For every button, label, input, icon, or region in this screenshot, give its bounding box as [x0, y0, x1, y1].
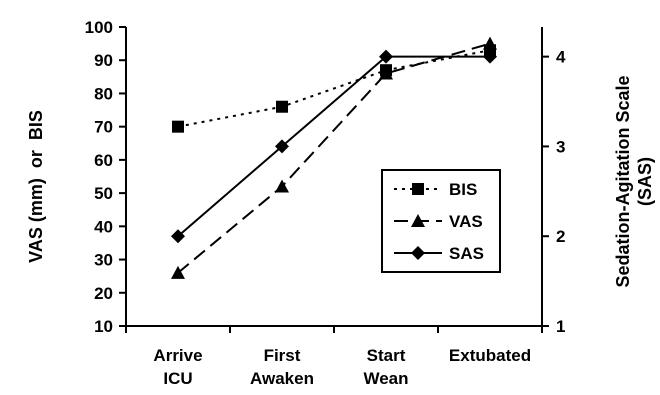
left-tick-label: 90 [94, 51, 113, 70]
legend: BIS VAS SAS [381, 169, 501, 273]
x-tick-label-line: Awaken [250, 369, 314, 388]
x-tick-label: Extubated [449, 346, 531, 365]
right-tick-label: 2 [556, 227, 565, 246]
axes: 10 20 30 40 50 60 70 80 90 100 1 2 3 4 Arrive ICU First A… [26, 18, 655, 388]
y-right-axis-title: Sedation-Agitation Scale (SAS) [613, 75, 655, 287]
legend-marker [412, 183, 424, 195]
legend-marker [411, 214, 425, 227]
x-tick-label-line: Arrive [153, 346, 202, 365]
right-tick-label: 4 [556, 48, 566, 67]
x-tick-label: First Awaken [250, 346, 314, 388]
x-tick-label-line: First [264, 346, 301, 365]
left-tick-label: 80 [94, 84, 113, 103]
y-right-axis-title-line: (SAS) [635, 157, 655, 206]
left-tick-label: 10 [94, 317, 113, 336]
vas-point [483, 36, 497, 50]
bis-point [172, 120, 184, 133]
x-tick-label-line: Extubated [449, 346, 531, 365]
series-vas [171, 36, 497, 279]
x-tick-label: Arrive ICU [153, 346, 202, 388]
right-tick-label: 1 [556, 317, 565, 336]
sas-point [171, 229, 185, 244]
x-tick-label-line: Start [367, 346, 406, 365]
left-tick-label: 60 [94, 151, 113, 170]
right-tick-label: 3 [556, 137, 565, 156]
legend-label: VAS [449, 212, 483, 231]
left-tick-label: 30 [94, 251, 113, 270]
sas-point [483, 49, 497, 64]
bis-point [276, 100, 288, 113]
left-tick-label: 70 [94, 118, 113, 137]
y-axis-title: VAS (mm) or BIS [26, 110, 46, 263]
legend-label: SAS [449, 244, 484, 263]
left-tick-label: 40 [94, 217, 113, 236]
legend-marker [411, 246, 425, 260]
series-sas [171, 49, 497, 244]
x-tick-label-line: Wean [363, 369, 408, 388]
left-tick-label: 50 [94, 184, 113, 203]
vas-point [275, 179, 289, 193]
series-line-vas [177, 42, 491, 274]
x-tick-label-line: ICU [163, 369, 192, 388]
y-right-axis-title-line: Sedation-Agitation Scale [613, 75, 633, 287]
series-line-bis [177, 49, 491, 128]
left-tick-label: 20 [94, 284, 113, 303]
series-line-sas [177, 55, 490, 237]
x-tick-label: Start Wean [363, 346, 408, 388]
sas-point [379, 49, 393, 64]
vas-point [171, 265, 185, 279]
vas-point [379, 66, 393, 80]
legend-label: BIS [449, 180, 477, 199]
sas-point [275, 139, 289, 154]
series-layer [171, 36, 497, 279]
left-tick-label: 100 [85, 18, 113, 37]
